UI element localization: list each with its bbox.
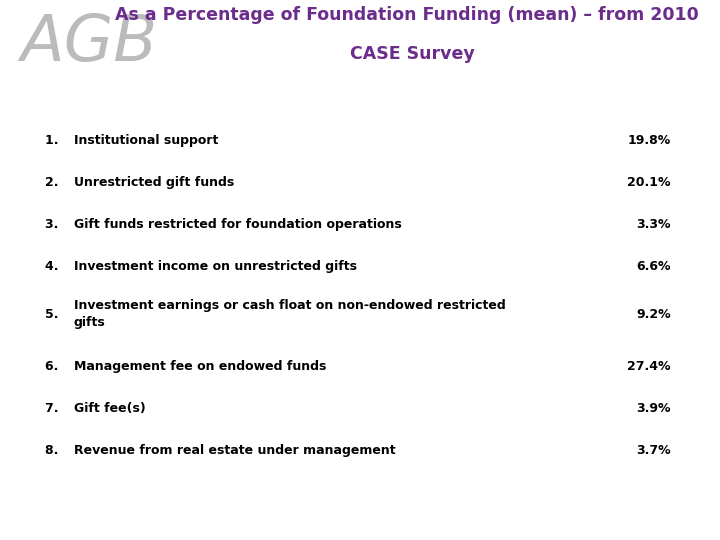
Text: 3.: 3.: [45, 218, 64, 231]
Text: 6.: 6.: [45, 360, 64, 373]
Text: 9.2%: 9.2%: [636, 308, 671, 321]
Text: 3.7%: 3.7%: [636, 444, 671, 457]
Text: Institutional support: Institutional support: [74, 134, 218, 147]
Text: Gift fee(s): Gift fee(s): [74, 402, 145, 415]
Text: 8.: 8.: [45, 444, 64, 457]
Text: 4.: 4.: [45, 260, 65, 273]
Text: Investment earnings or cash float on non-endowed restricted
gifts: Investment earnings or cash float on non…: [74, 299, 505, 329]
Text: Percent: Percent: [613, 99, 671, 112]
Text: Revenue from real estate under management: Revenue from real estate under managemen…: [74, 444, 395, 457]
Text: Gift funds restricted for foundation operations: Gift funds restricted for foundation ope…: [74, 218, 402, 231]
Text: 6.6%: 6.6%: [636, 260, 671, 273]
Text: 2.: 2.: [45, 176, 65, 190]
Text: 5.: 5.: [45, 308, 65, 321]
Text: Association of Governing Boards of Universities and Colleges.  All Rights Reserv: Association of Governing Boards of Unive…: [357, 520, 706, 529]
Text: 27.4%: 27.4%: [627, 360, 671, 373]
Text: 20.1%: 20.1%: [627, 176, 671, 190]
Text: Management fee on endowed funds: Management fee on endowed funds: [74, 360, 326, 373]
Text: 19.8%: 19.8%: [627, 134, 671, 147]
Text: As a Percentage of Foundation Funding (mean) – from 2010: As a Percentage of Foundation Funding (m…: [115, 6, 698, 24]
Text: Unrestricted gift funds: Unrestricted gift funds: [74, 176, 234, 190]
Text: 3.9%: 3.9%: [636, 402, 671, 415]
Text: 1.: 1.: [45, 134, 65, 147]
Text: Investment income on unrestricted gifts: Investment income on unrestricted gifts: [74, 260, 357, 273]
Text: AGB: AGB: [20, 11, 157, 73]
Text: Funding Sources: Funding Sources: [45, 99, 169, 112]
Text: 7.: 7.: [45, 402, 65, 415]
Text: 3.3%: 3.3%: [636, 218, 671, 231]
Text: CASE Survey: CASE Survey: [350, 45, 475, 63]
